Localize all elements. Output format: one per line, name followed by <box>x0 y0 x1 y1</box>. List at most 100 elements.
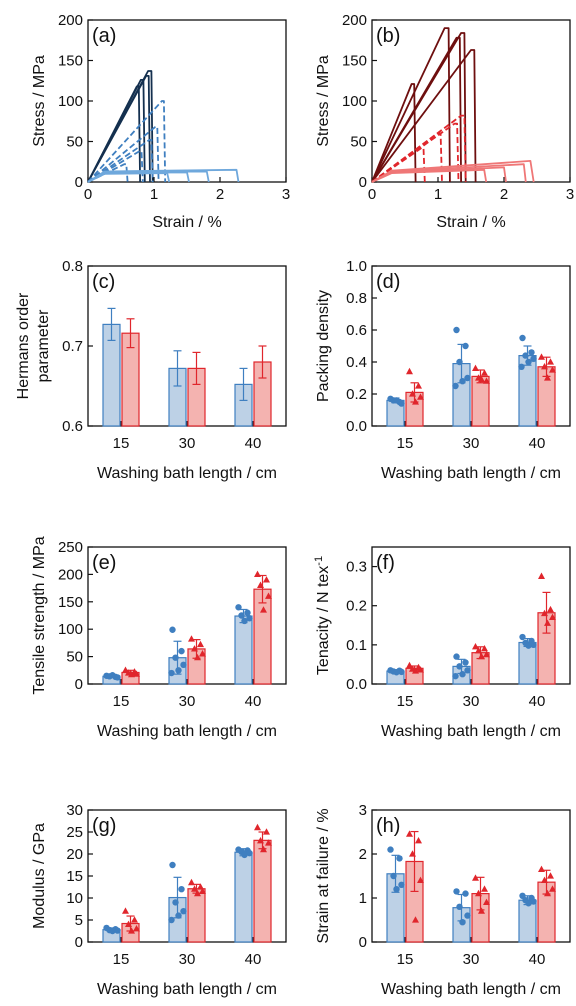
y-tick-label: 25 <box>66 824 83 841</box>
data-point-triangle <box>549 885 556 892</box>
y-axis-label: Stress / MPa <box>315 55 332 147</box>
x-tick-label: 15 <box>113 693 130 710</box>
data-point-circle <box>168 916 175 924</box>
data-point-circle <box>453 888 460 895</box>
x-axis-label: Strain / % <box>436 214 505 231</box>
data-point-circle <box>172 899 179 906</box>
data-point-triangle <box>547 872 554 879</box>
data-point-circle <box>452 672 459 680</box>
data-point-triangle <box>265 592 272 599</box>
data-point-circle <box>393 886 400 893</box>
x-tick-label: 30 <box>463 951 480 968</box>
y-tick-label: 30 <box>66 802 83 819</box>
y-tick-label: 0 <box>75 174 83 191</box>
data-point-triangle <box>481 644 488 652</box>
data-point-circle <box>172 654 179 661</box>
y-tick-label: 200 <box>58 12 83 29</box>
data-point-triangle <box>199 887 206 894</box>
y-tick-label: 0.0 <box>346 676 367 693</box>
data-point-triangle <box>191 885 198 892</box>
x-axis-label: Washing bath length / cm <box>97 723 277 740</box>
data-point-triangle <box>538 572 545 579</box>
data-point-circle <box>175 667 182 674</box>
data-point-triangle <box>133 670 140 677</box>
data-point-circle <box>528 349 535 356</box>
panel-b-frame <box>371 19 571 183</box>
data-point-circle <box>180 661 187 669</box>
x-tick-label: 40 <box>529 435 546 452</box>
data-point-circle <box>396 855 403 862</box>
panel-label: (h) <box>376 815 400 837</box>
data-point-circle <box>456 358 463 366</box>
data-point-triangle <box>412 398 419 405</box>
y-tick-label: 0.1 <box>346 637 367 654</box>
data-point-circle <box>246 615 253 622</box>
data-point-circle <box>525 900 532 907</box>
data-point-triangle <box>541 876 548 883</box>
data-point-circle <box>238 612 245 619</box>
data-point-triangle <box>122 666 129 673</box>
x-tick-label: 0 <box>368 186 376 203</box>
bar-red <box>471 375 490 427</box>
stress-strain-curve <box>371 36 462 183</box>
bar-blue <box>234 615 253 685</box>
data-point-triangle <box>544 619 551 626</box>
data-point-circle <box>456 903 463 910</box>
x-tick-label: 1 <box>150 186 158 203</box>
data-point-triangle <box>265 839 272 846</box>
y-tick-label: 0.8 <box>346 290 367 307</box>
data-point-circle <box>456 663 463 670</box>
data-point-triangle <box>199 650 206 657</box>
y-axis-label: Stress / MPa <box>31 55 48 147</box>
data-point-circle <box>109 927 116 935</box>
x-tick-label: 0 <box>84 186 92 203</box>
panel-b: 0 50 100 150 200 (b) Stress / MPa 0 1 2 3 Strain / … <box>315 12 574 231</box>
x-axis-label: Washing bath length / cm <box>381 981 561 998</box>
y-axis-label-text: Tenacity / N tex <box>315 566 332 675</box>
data-point-circle <box>519 334 526 342</box>
stress-strain-curve <box>371 49 477 183</box>
panel-h: 0 1 2 3 (h) Strain at failure / % 15 30 40 Washin… <box>315 802 571 998</box>
y-tick-label: 0.6 <box>62 418 83 435</box>
data-point-circle <box>530 898 537 905</box>
y-tick-label: 150 <box>342 53 367 70</box>
panel-label: (g) <box>92 815 116 837</box>
data-point-circle <box>175 912 182 919</box>
x-axis-label: Washing bath length / cm <box>97 465 277 482</box>
data-point-circle <box>462 890 469 897</box>
x-tick-label: 2 <box>500 186 508 203</box>
data-point-triangle <box>194 653 201 661</box>
x-tick-label: 3 <box>282 186 290 203</box>
data-point-triangle <box>260 606 267 613</box>
y-tick-label: 200 <box>342 12 367 29</box>
x-tick-label: 30 <box>179 435 196 452</box>
data-point-triangle <box>544 889 551 897</box>
data-point-circle <box>530 641 537 649</box>
x-tick-label: 30 <box>463 435 480 452</box>
stress-strain-curve <box>87 85 141 183</box>
stress-strain-curve <box>371 27 451 183</box>
data-point-triangle <box>478 652 485 660</box>
data-point-triangle <box>415 382 422 389</box>
data-point-triangle <box>538 865 545 872</box>
data-point-circle <box>525 358 532 366</box>
y-tick-label: 50 <box>66 134 83 151</box>
data-point-triangle <box>122 907 129 914</box>
data-point-circle <box>393 669 400 676</box>
x-tick-label: 1 <box>434 186 442 203</box>
y-tick-label: 150 <box>58 53 83 70</box>
y-axis-label-superscript: -1 <box>313 556 325 566</box>
x-tick-label: 15 <box>113 951 130 968</box>
y-tick-label: 50 <box>66 649 83 666</box>
data-point-triangle <box>544 374 551 381</box>
stress-strain-curve <box>371 132 443 183</box>
data-point-circle <box>180 908 187 915</box>
data-point-triangle <box>257 581 264 588</box>
x-tick-label: 15 <box>397 693 414 710</box>
data-point-triangle <box>197 640 204 648</box>
data-point-triangle <box>417 876 424 883</box>
data-point-triangle <box>188 878 195 886</box>
y-tick-label: 0.2 <box>346 386 367 403</box>
stress-strain-curve <box>87 172 171 183</box>
x-tick-label: 15 <box>397 435 414 452</box>
